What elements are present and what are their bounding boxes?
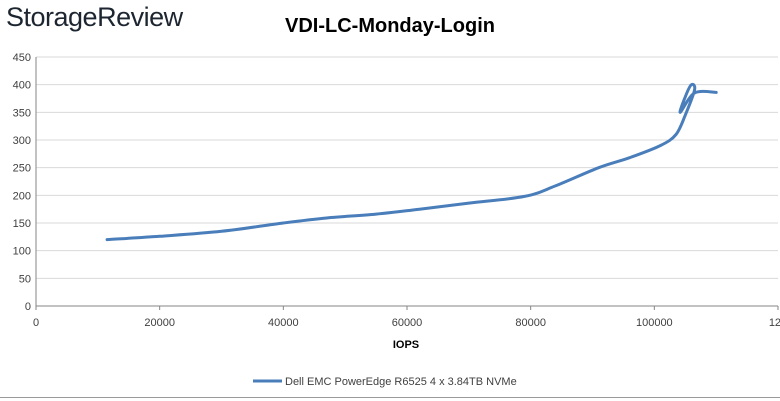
axes [35,57,779,310]
legend: Dell EMC PowerEdge R6525 4 x 3.84TB NVMe [253,376,517,388]
series-line [105,82,718,242]
legend-label: Dell EMC PowerEdge R6525 4 x 3.84TB NVMe [285,376,517,388]
y-tick-label: 100 [13,246,31,258]
series-layer [105,82,718,242]
y-tick-label: 400 [13,80,31,92]
y-tick-label: 450 [13,52,31,64]
x-tick-labels: 0 20000 40000 60000 80000 100000 120 [33,317,780,329]
grid [36,56,778,279]
brand-logo: StorageReview [6,2,183,32]
x-tick-label: 120 [769,317,780,329]
x-tick-label: 0 [33,317,39,329]
y-tick-label: 300 [13,135,31,147]
y-tick-label: 200 [13,190,31,202]
x-tick-label: 80000 [515,317,546,329]
x-tick-label: 40000 [268,317,299,329]
x-tick-label: 20000 [144,317,175,329]
x-tick-label: 100000 [636,317,673,329]
y-tick-label: 150 [13,218,31,230]
y-tick-label: 250 [13,163,31,175]
chart-title: VDI-LC-Monday-Login [285,15,495,37]
y-tick-label: 0 [25,301,31,313]
x-axis-label: IOPS [393,339,419,351]
x-tick-label: 60000 [392,317,423,329]
y-tick-label: 350 [13,107,31,119]
bottom-divider [0,397,780,398]
y-tick-labels: 0 50 100 150 200 250 300 350 400 450 [13,52,31,313]
y-tick-label: 50 [19,273,31,285]
